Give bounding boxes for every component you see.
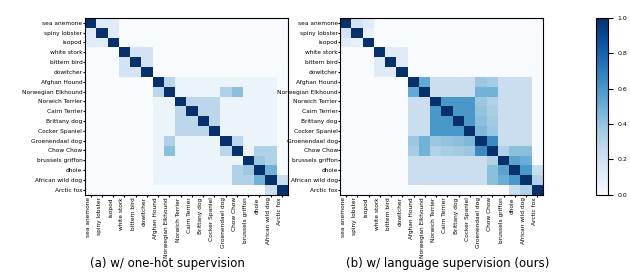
Text: (a) w/ one-hot supervision: (a) w/ one-hot supervision [89,258,244,270]
Text: (b) w/ language supervision (ours): (b) w/ language supervision (ours) [346,258,549,270]
